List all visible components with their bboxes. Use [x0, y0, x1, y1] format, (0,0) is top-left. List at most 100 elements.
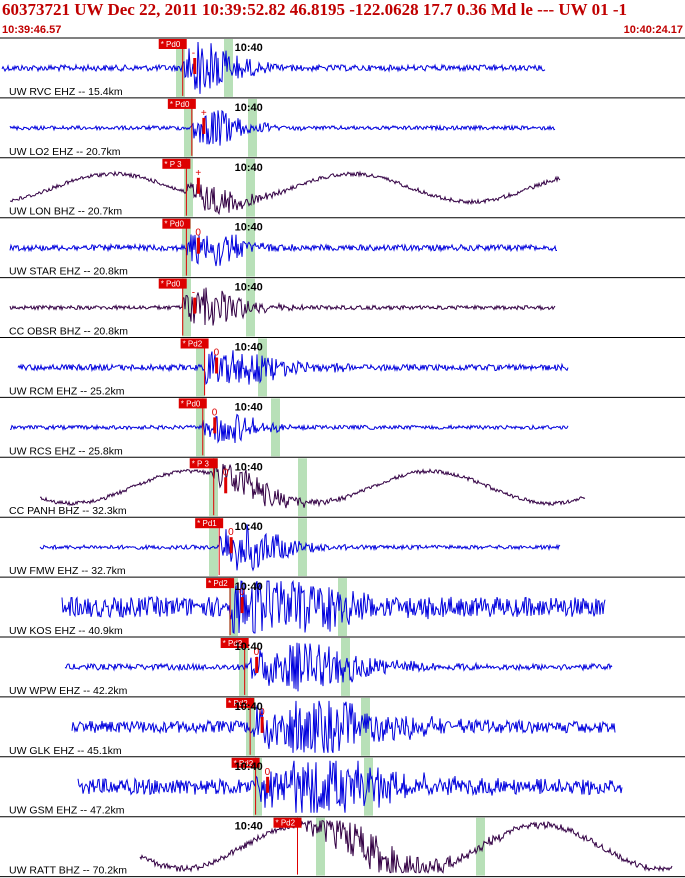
- waveform-trace: [139, 819, 673, 874]
- polarity-label: 0: [259, 707, 265, 718]
- polarity-marker: [215, 357, 219, 374]
- p-pick-label-box: [158, 39, 187, 49]
- station-label: UW FMW EHZ -- 32.7km: [9, 565, 126, 577]
- p-pick-label: * P 3: [164, 160, 182, 169]
- waveform-trace: [1, 41, 546, 94]
- polarity-label: 0: [254, 647, 260, 658]
- p-pick-label: * Pd2: [234, 759, 254, 768]
- polarity-marker: [202, 117, 206, 134]
- polarity-marker: [266, 776, 270, 793]
- station-label: UW GSM EHZ -- 47.2km: [9, 805, 125, 817]
- time-window-marker: [338, 578, 347, 636]
- waveform-trace: [39, 462, 586, 509]
- station-label: CC PANH BHZ -- 32.3km: [9, 505, 127, 517]
- waveform-trace: [9, 170, 561, 216]
- waveform-trace: [9, 287, 556, 326]
- p-pick-label-box: [273, 817, 302, 828]
- p-pick-label-box: [162, 158, 191, 169]
- p-pick-label-box: [178, 398, 207, 409]
- time-tick-label: 10:40: [235, 102, 263, 114]
- polarity-marker: [196, 177, 200, 194]
- station-label: UW RCS EHZ -- 25.8km: [9, 445, 123, 457]
- polarity-label: 0: [212, 407, 218, 418]
- p-pick-label-box: [180, 338, 209, 349]
- time-tick-label: 10:40: [235, 641, 263, 653]
- station-label: UW KOS EHZ -- 40.9km: [9, 625, 123, 637]
- time-window-marker: [246, 278, 255, 337]
- time-window-marker: [224, 39, 233, 97]
- p-pick-label-box: [195, 518, 224, 529]
- station-label: CC OBSR BHZ -- 20.8km: [9, 326, 128, 338]
- polarity-label: +: [195, 168, 201, 179]
- waveform-trace: [9, 413, 569, 444]
- p-pick-label-box: [167, 98, 196, 109]
- time-window-marker: [298, 518, 307, 577]
- p-pick-label-box: [189, 458, 218, 469]
- time-window-marker: [246, 218, 255, 277]
- time-window-marker: [184, 158, 193, 217]
- waveform-trace: [71, 700, 616, 753]
- time-window-marker: [316, 817, 325, 876]
- p-pick-label: * P 3: [192, 459, 210, 468]
- p-pick-label: * Pd2: [276, 819, 296, 828]
- p-pick-label-box: [206, 578, 235, 589]
- time-window-marker: [176, 39, 185, 97]
- time-window-marker: [476, 817, 485, 876]
- p-pick-label: * Pd0: [181, 399, 201, 408]
- time-tick-label: 10:40: [235, 342, 263, 354]
- time-window-marker: [298, 458, 307, 517]
- event-title: 60373721 UW Dec 22, 2011 10:39:52.82 46.…: [2, 0, 628, 19]
- polarity-marker: [213, 417, 217, 434]
- polarity-marker: [193, 297, 197, 314]
- polarity-marker: [224, 477, 228, 494]
- time-window-marker: [196, 338, 205, 397]
- p-pick-label-box: [231, 757, 260, 768]
- polarity-marker: [193, 58, 197, 74]
- time-start: 10:39:46.57: [2, 24, 62, 36]
- waveform-trace: [9, 109, 556, 146]
- waveform-trace: [64, 642, 613, 692]
- time-tick-label: 10:40: [235, 761, 263, 773]
- polarity-label: -: [192, 48, 195, 59]
- time-tick-label: 10:40: [235, 521, 263, 533]
- p-pick-label: * Pd2: [228, 699, 248, 708]
- polarity-label: +: [201, 108, 207, 119]
- waveform-trace: [9, 234, 557, 267]
- polarity-marker: [260, 716, 264, 733]
- polarity-label: 0: [223, 467, 229, 478]
- polarity-label: 0: [195, 228, 201, 239]
- p-pick-label: * Pd0: [161, 40, 181, 49]
- polarity-label: 0: [214, 348, 220, 359]
- time-window-marker: [229, 578, 238, 636]
- time-window-marker: [239, 638, 248, 696]
- time-tick-label: 10:40: [235, 701, 263, 713]
- p-pick-label: * Pd0: [164, 220, 184, 229]
- polarity-marker: [229, 537, 233, 554]
- station-label: UW RVC EHZ -- 15.4km: [9, 86, 123, 98]
- polarity-label: -: [192, 288, 195, 299]
- polarity-marker: [255, 657, 259, 673]
- p-pick-label: * Pd1: [197, 519, 217, 528]
- time-window-marker: [246, 158, 255, 217]
- p-pick-label: * Pd2: [208, 579, 228, 588]
- station-label: UW STAR EHZ -- 20.8km: [9, 266, 128, 278]
- time-end: 10:40:24.17: [623, 24, 683, 36]
- p-pick-label: * Pd2: [183, 340, 203, 349]
- p-pick-label-box: [220, 638, 249, 648]
- station-label: UW GLK EHZ -- 45.1km: [9, 745, 122, 757]
- p-pick-label-box: [162, 218, 191, 229]
- waveform-trace: [17, 350, 569, 386]
- p-pick-label: * Pd0: [170, 100, 190, 109]
- p-pick-label: * Pd2: [223, 639, 243, 648]
- p-pick-label: * Pd0: [161, 280, 181, 289]
- time-window-marker: [253, 757, 262, 816]
- station-label: UW RATT BHZ -- 70.2km: [9, 865, 127, 877]
- time-tick-label: 10:40: [235, 162, 263, 174]
- waveform-trace: [39, 524, 561, 572]
- time-window-marker: [258, 338, 267, 397]
- station-label: UW LON BHZ -- 20.7km: [9, 206, 122, 218]
- polarity-label: 0: [239, 587, 245, 598]
- time-tick-label: 10:40: [235, 42, 263, 54]
- time-window-marker: [182, 278, 191, 337]
